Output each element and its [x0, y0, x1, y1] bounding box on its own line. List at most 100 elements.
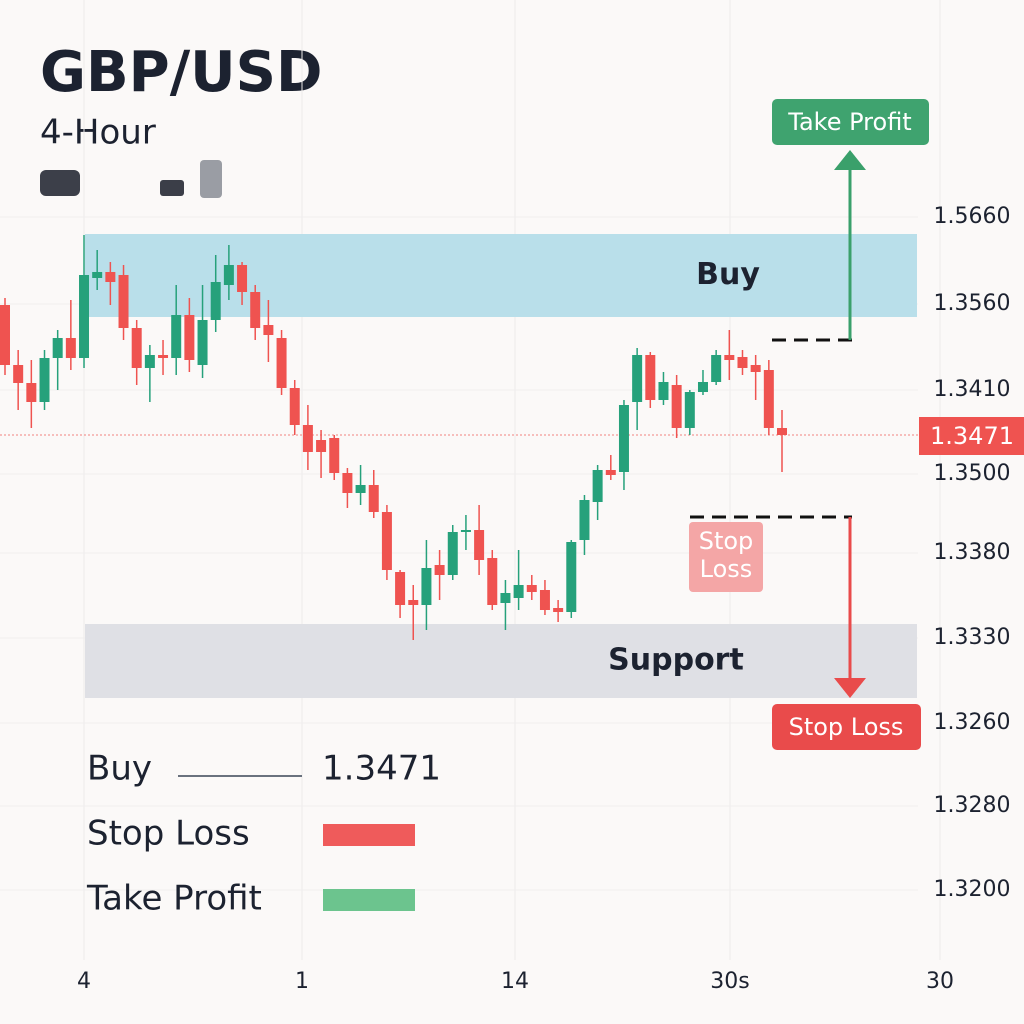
candle-body — [500, 593, 511, 603]
candle-body — [474, 530, 485, 560]
candle-body — [447, 532, 458, 575]
candle-body — [144, 355, 155, 368]
blurred-icons — [40, 160, 222, 198]
candle-body — [65, 338, 76, 358]
candle-body — [263, 325, 274, 335]
candle-body — [79, 275, 90, 358]
candle-body — [289, 388, 300, 425]
candle-body — [605, 470, 616, 475]
legend-swatch — [323, 824, 415, 846]
support-zone-label: Support — [608, 643, 744, 678]
chart-title: GBP/USD — [40, 40, 322, 105]
y-axis-label: 1.3280 — [934, 793, 1011, 818]
x-axis-label: 30 — [926, 969, 954, 994]
candle-body — [0, 305, 10, 365]
candle-body — [276, 338, 287, 388]
current-price-tag — [919, 417, 1024, 455]
candle-body — [632, 355, 643, 402]
candle-body — [684, 392, 695, 428]
candle-body — [250, 292, 261, 328]
candle-body — [158, 355, 169, 358]
y-axis-label: 1.3330 — [934, 625, 1011, 650]
chart-subtitle: 4-Hour — [40, 113, 156, 153]
y-axis-label: 1.3260 — [934, 710, 1011, 735]
candle-body — [26, 383, 37, 402]
y-axis-label: 1.5660 — [934, 204, 1011, 229]
stop-loss-button — [772, 704, 921, 750]
take-profit-button — [772, 99, 929, 145]
candle-body — [171, 315, 182, 358]
stop-loss-tag-label: Stop — [699, 527, 754, 555]
y-axis-label: 1.3410 — [934, 377, 1011, 402]
candle-body — [513, 585, 524, 598]
candle-body — [342, 473, 353, 493]
candle-body — [381, 512, 392, 570]
candle-body — [408, 600, 419, 605]
candle-body — [223, 265, 234, 285]
candle-body — [184, 315, 195, 360]
candle-body — [131, 328, 142, 368]
candle-body — [395, 572, 406, 605]
candle-body — [421, 568, 432, 605]
y-axis-label: 1.3200 — [934, 877, 1011, 902]
y-axis-label: 1.3500 — [934, 461, 1011, 486]
candle-body — [434, 565, 445, 575]
candle-body — [39, 358, 50, 402]
x-axis-label: 30s — [710, 969, 749, 994]
candle-body — [539, 590, 550, 610]
candle-body — [487, 558, 498, 605]
candle-body — [526, 585, 537, 592]
legend-label: Buy — [87, 749, 152, 789]
candle-body — [92, 272, 103, 278]
candle-body — [737, 357, 748, 368]
candle-body — [302, 425, 313, 452]
current-price-tag-label: 1.3471 — [930, 422, 1014, 450]
legend-value: 1.3471 — [322, 749, 441, 789]
candle-body — [724, 355, 735, 360]
candle-body — [553, 608, 564, 612]
candle-body — [777, 428, 787, 435]
candle-body — [579, 500, 590, 540]
candle-body — [52, 338, 63, 358]
candle-body — [368, 485, 379, 512]
y-axis-label: 1.3560 — [934, 291, 1011, 316]
stop-loss-tag — [689, 522, 763, 592]
candle-body — [316, 440, 327, 452]
candle-body — [618, 405, 629, 472]
candle-body — [592, 470, 603, 502]
candle-body — [355, 485, 366, 493]
x-axis-label: 14 — [501, 969, 529, 994]
candle-body — [566, 542, 577, 612]
legend-swatch — [323, 889, 415, 911]
candle-body — [237, 265, 248, 292]
x-axis-label: 1 — [295, 969, 309, 994]
take-profit-button-label: Take Profit — [787, 108, 911, 136]
stop-loss-tag-label: Loss — [700, 555, 753, 583]
x-axis-label: 4 — [77, 969, 91, 994]
candle-body — [460, 530, 471, 532]
candle-body — [13, 365, 24, 383]
support-zone — [85, 624, 917, 698]
take-profit-arrowhead — [834, 150, 866, 170]
candle-body — [329, 438, 340, 473]
candle-body — [118, 275, 129, 328]
y-axis-label: 1.3380 — [934, 540, 1011, 565]
candle-body — [658, 382, 669, 400]
candle-body — [763, 370, 774, 428]
legend-label: Take Profit — [86, 879, 262, 919]
buy-zone-label: Buy — [696, 257, 760, 292]
candle-body — [750, 365, 761, 372]
candle-body — [210, 282, 221, 320]
candle-body — [711, 355, 722, 382]
candle-body — [197, 320, 208, 365]
legend-label: Stop Loss — [87, 814, 250, 854]
candle-body — [697, 382, 708, 392]
candle-body — [671, 385, 682, 428]
candle-body — [105, 272, 116, 282]
candle-body — [645, 355, 656, 400]
stop-loss-arrowhead — [834, 678, 866, 698]
buy-zone — [85, 234, 917, 317]
stop-loss-button-label: Stop Loss — [789, 713, 904, 741]
